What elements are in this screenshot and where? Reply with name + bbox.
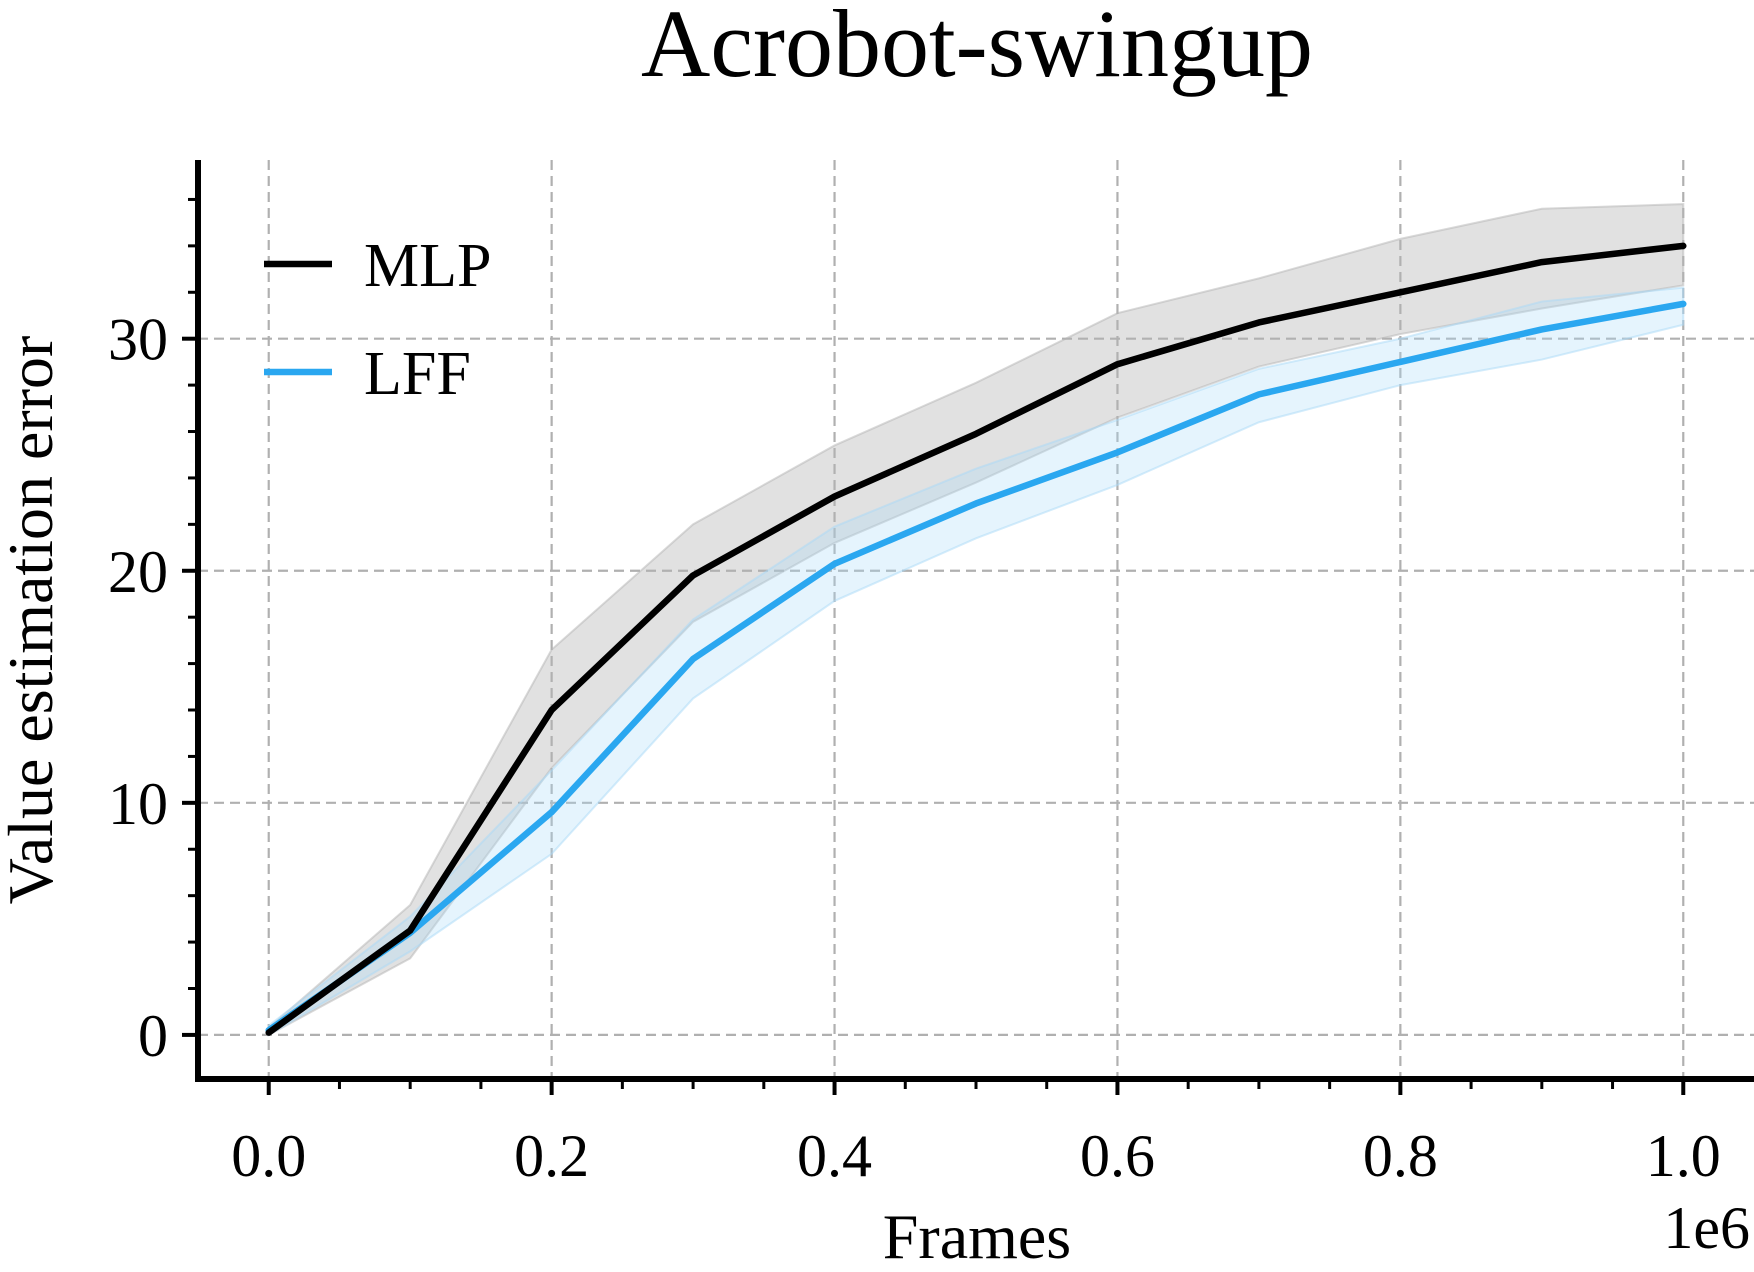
x-tick-label: 0.4 [797, 1123, 872, 1189]
x-tick-label: 1.0 [1646, 1123, 1721, 1189]
band-lff [267, 286, 1685, 1037]
tick-labels: 0.0 0.2 0.4 0.6 0.8 1.0 0 10 20 30 [108, 307, 1721, 1189]
legend-label-mlp: MLP [364, 232, 491, 300]
error-bands [267, 203, 1685, 1037]
x-axis-label: Frames [883, 1201, 1071, 1272]
x-tick-label: 0.6 [1080, 1123, 1155, 1189]
y-tick-label: 30 [108, 307, 168, 373]
x-offset-label: 1e6 [1663, 1195, 1750, 1261]
y-tick-label: 20 [108, 539, 168, 605]
legend: MLP LFF [264, 232, 491, 408]
y-axis-label: Value estimation error [0, 336, 66, 905]
x-tick-label: 0.8 [1363, 1123, 1438, 1189]
x-tick-label: 0.0 [231, 1123, 306, 1189]
x-tick-label: 0.2 [514, 1123, 589, 1189]
series-lines [265, 242, 1687, 1036]
y-tick-label: 10 [108, 771, 168, 837]
y-tick-label: 0 [138, 1003, 168, 1069]
ticks [182, 197, 1686, 1095]
legend-label-lff: LFF [364, 340, 471, 408]
chart-title: Acrobot-swingup [641, 0, 1313, 97]
